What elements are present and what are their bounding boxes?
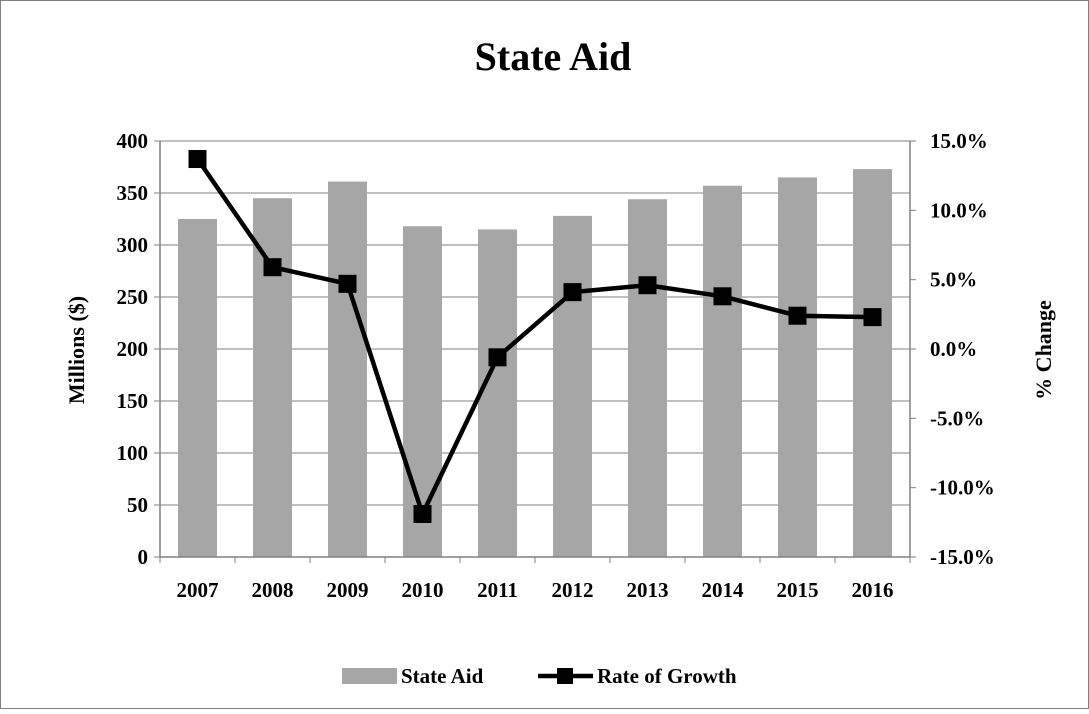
y-tick-label: 50 <box>127 493 148 517</box>
growth-marker-2011 <box>488 348 507 367</box>
bar-2011 <box>478 229 517 557</box>
growth-marker-2014 <box>713 287 732 306</box>
growth-marker-2008 <box>263 258 282 277</box>
y2-tick-label: 0.0% <box>930 337 977 361</box>
tick-labels: 0 50 100 150 200 250 300 350 400 -15.0% -10.0% -5.0… <box>117 129 995 602</box>
y2-tick-label: 10.0% <box>930 198 988 222</box>
x-tick-label: 2013 <box>627 578 669 602</box>
x-tick-label: 2009 <box>327 578 369 602</box>
y2-axis-title: % Change <box>1031 300 1056 400</box>
legend-swatch-state-aid <box>342 668 397 684</box>
y2-tick-label: 15.0% <box>930 129 988 153</box>
y-tick-label: 150 <box>117 389 149 413</box>
y-tick-label: 300 <box>117 233 149 257</box>
growth-marker-2009 <box>338 274 357 293</box>
bar-2015 <box>778 177 817 557</box>
bar-2007 <box>178 219 217 557</box>
growth-marker-2010 <box>413 505 432 524</box>
y2-tick-label: -5.0% <box>930 406 984 430</box>
y-axis-title: Millions ($) <box>64 296 89 404</box>
legend: State Aid Rate of Growth <box>342 664 737 688</box>
growth-line <box>195 157 873 517</box>
bar-2010 <box>403 226 442 557</box>
x-tick-label: 2007 <box>177 578 219 602</box>
y-tick-label: 100 <box>117 441 149 465</box>
y2-tick-label: -15.0% <box>930 545 995 569</box>
line-series <box>188 150 882 524</box>
y-tick-label: 250 <box>117 285 149 309</box>
bar-2008 <box>253 198 292 557</box>
x-tick-label: 2015 <box>777 578 819 602</box>
x-tick-label: 2011 <box>477 578 518 602</box>
x-tick-label: 2010 <box>402 578 444 602</box>
x-tick-label: 2016 <box>852 578 894 602</box>
bar-series <box>178 169 892 558</box>
x-tick-label: 2014 <box>702 578 745 602</box>
y-tick-label: 400 <box>117 129 149 153</box>
axes <box>154 140 916 563</box>
bar-2012 <box>553 215 592 557</box>
growth-marker-2015 <box>788 306 807 325</box>
y2-tick-label: 5.0% <box>930 268 977 292</box>
y-tick-label: 200 <box>117 337 149 361</box>
chart-title: State Aid <box>475 34 632 79</box>
growth-marker-2012 <box>563 283 582 302</box>
growth-marker-2013 <box>638 276 657 295</box>
bar-2009 <box>328 181 367 557</box>
legend-marker-rate-of-growth <box>557 668 573 684</box>
y-tick-label: 0 <box>138 545 149 569</box>
legend-label-state-aid: State Aid <box>401 664 484 688</box>
bar-2016 <box>853 169 892 557</box>
x-tick-label: 2012 <box>552 578 594 602</box>
growth-marker-2007 <box>188 150 207 169</box>
x-tick-label: 2008 <box>252 578 294 602</box>
bar-2014 <box>703 185 742 557</box>
y-tick-label: 350 <box>117 181 149 205</box>
growth-marker-2016 <box>863 308 882 327</box>
bar-2013 <box>628 199 667 558</box>
legend-label-rate-of-growth: Rate of Growth <box>597 664 737 688</box>
y2-tick-label: -10.0% <box>930 476 995 500</box>
